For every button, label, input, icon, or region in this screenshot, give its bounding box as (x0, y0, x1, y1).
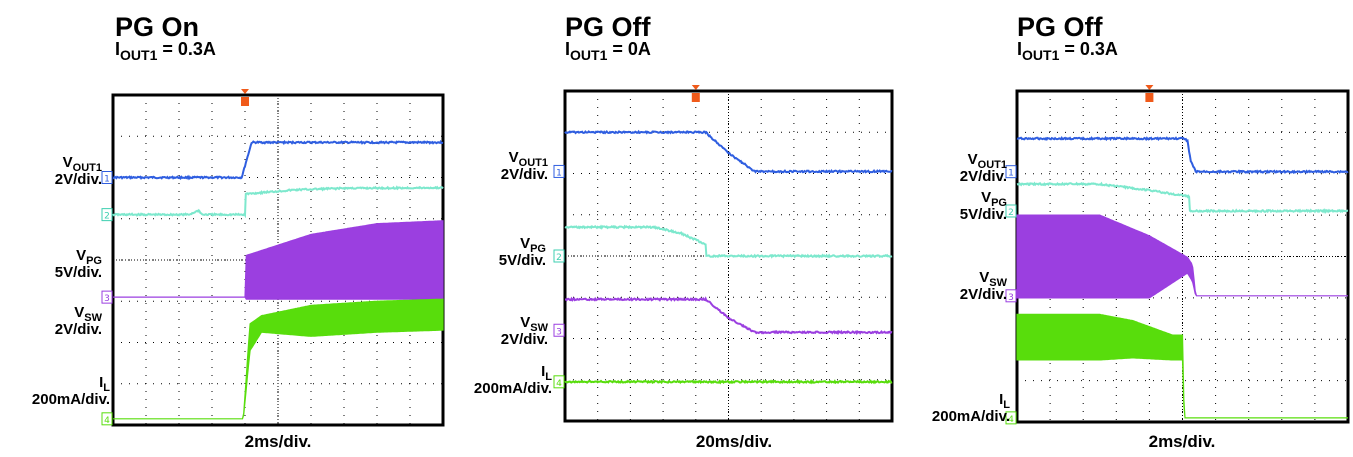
channel-ground-marker (101, 412, 113, 426)
channel-ground-marker (553, 323, 565, 337)
trace-ch3 (113, 220, 444, 300)
panel-subtitle: IOUT1 = 0.3A (1017, 39, 1118, 63)
vsw-label: VSW 2V/div. (500, 314, 548, 348)
channel-ground-marker (553, 249, 565, 263)
channel-ground-marker-label: 1 (1008, 169, 1014, 179)
channel-ground-marker-label: 4 (1008, 415, 1014, 425)
timebase-label: 2ms/div. (1148, 432, 1216, 451)
il-label: IL 200mA/div. (473, 363, 552, 397)
trigger-arrow-icon (241, 89, 249, 94)
channel-ground-marker-label: 2 (104, 212, 110, 222)
channel-ground-marker (1005, 411, 1017, 425)
vsw-label: VSW 2V/div. (959, 269, 1007, 303)
vout-label: VOUT1 2V/div. (500, 149, 548, 183)
traces (112, 139, 444, 420)
channel-ground-marker (101, 208, 113, 222)
trigger-arrow-icon (691, 85, 700, 90)
trace-ch3 (565, 296, 893, 336)
trigger-marker (241, 97, 249, 106)
vout-label: VOUT1 2V/div. (959, 151, 1007, 185)
trace-ch4 (113, 298, 444, 420)
panel-title: PG On (115, 12, 200, 42)
panel-title: PG Off (565, 12, 651, 42)
trigger-arrow-icon (1145, 85, 1154, 90)
vsw-label: VSW 2V/div. (54, 304, 102, 338)
il-label: IL 200mA/div. (31, 374, 110, 408)
scope-screen: 1 2 3 4 (101, 89, 445, 427)
trigger-marker (691, 93, 700, 102)
timebase-label: 20ms/div. (695, 432, 773, 451)
scope-screen: 1 2 3 4 (1005, 85, 1350, 425)
vpg-label: VPG 5V/div. (54, 247, 102, 281)
scope-screen: 1 2 3 4 (553, 85, 894, 423)
vout-label: VOUT1 2V/div. (54, 154, 102, 188)
channel-ground-marker (101, 290, 113, 304)
scope-panel-1: PG On IOUT1 = 0.3A 1 2 3 4 VOUT1 2V/div. VPG… (0, 0, 450, 457)
vpg-label: VPG 5V/div. (498, 235, 546, 269)
channel-ground-marker-label: 2 (1008, 208, 1014, 218)
channel-ground-marker (1005, 204, 1017, 218)
channel-ground-marker-label: 2 (556, 253, 562, 263)
channel-ground-marker (101, 171, 113, 184)
channel-ground-marker (1005, 289, 1017, 303)
trace-ch3 (1016, 214, 1348, 299)
channel-ground-marker (553, 375, 565, 389)
trace-ch1 (112, 139, 444, 181)
channel-ground-marker (1005, 165, 1017, 179)
il-label: IL 200mA/div. (931, 391, 1010, 425)
panel-subtitle: IOUT1 = 0A (565, 39, 651, 63)
scope-panel-3: PG Off IOUT1 = 0.3A 1 2 3 4 VOUT1 2V/div. VP… (903, 0, 1353, 457)
trace-ch4 (1016, 313, 1348, 419)
traces (1016, 135, 1349, 419)
panel-subtitle: IOUT1 = 0.3A (115, 39, 216, 63)
trace-ch4 (564, 378, 893, 385)
trace-ch2 (112, 185, 444, 219)
traces (564, 129, 893, 385)
trace-ch1 (1016, 135, 1349, 175)
trigger-marker (1145, 93, 1154, 102)
scope-panel-2: PG Off IOUT1 = 0A 1 2 3 4 VOUT1 2V/div. VPG 5… (452, 0, 902, 457)
vpg-label: VPG 5V/div. (959, 189, 1007, 223)
trace-ch2 (564, 224, 893, 259)
channel-ground-marker-label: 1 (104, 175, 110, 185)
channel-ground-marker-label: 4 (556, 379, 562, 389)
channel-ground-marker (553, 164, 565, 178)
panel-title: PG Off (1017, 12, 1103, 42)
timebase-label: 2ms/div. (244, 432, 312, 451)
channel-ground-marker-label: 3 (1008, 293, 1014, 303)
channel-ground-marker-label: 4 (104, 416, 110, 426)
trace-ch1 (564, 129, 893, 174)
channel-ground-marker-label: 3 (104, 294, 110, 304)
channel-ground-marker-label: 1 (556, 168, 562, 178)
trace-ch2 (1016, 181, 1349, 214)
channel-ground-marker-label: 3 (556, 327, 562, 337)
